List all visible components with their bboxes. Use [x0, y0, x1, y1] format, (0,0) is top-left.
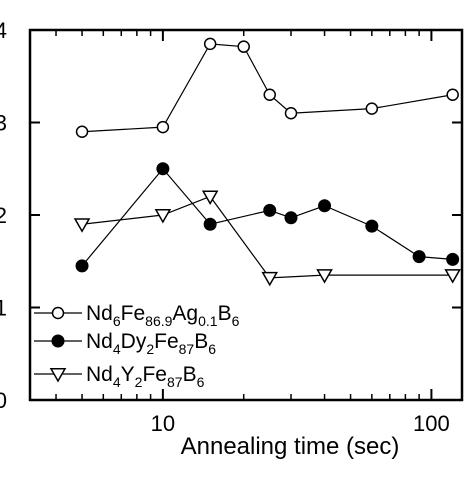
legend-label-2-part-0: Nd — [86, 363, 113, 386]
x-tick-label-0: 10 — [151, 411, 175, 436]
legend-marker-2 — [49, 368, 67, 383]
legend-label-0-part-7: 6 — [232, 313, 240, 329]
legend-item-1: Nd4Dy2Fe87B6 — [34, 330, 216, 357]
legend-label-1-part-3: 2 — [146, 341, 154, 357]
legend-label-1-part-5: 87 — [179, 341, 195, 357]
ticks-layer: 0 1 2 3 4 10 100 — [0, 18, 462, 436]
y-tick-label-4: 4 — [0, 18, 7, 43]
series-0-point-2 — [203, 37, 217, 51]
y-tick-label-2: 2 — [0, 203, 7, 228]
series-2-point-0 — [73, 218, 91, 233]
legend-label-2-part-3: 2 — [135, 374, 143, 390]
series-1-point-5 — [318, 199, 332, 213]
legend-label-2-part-1: 4 — [113, 374, 121, 390]
x-tick-label-1: 100 — [413, 411, 450, 436]
series-1-point-7 — [412, 250, 426, 264]
series-1-point-6 — [365, 219, 379, 233]
legend-label-0-part-1: 6 — [113, 313, 121, 329]
legend-marker-1 — [51, 334, 65, 348]
legend-label-2-part-7: 6 — [197, 374, 205, 390]
y-tick-label-0: 0 — [0, 388, 7, 413]
legend-label-1-part-2: Dy — [121, 330, 147, 353]
series-2-point-1 — [154, 209, 172, 224]
series-1 — [75, 162, 460, 273]
legend-label-2-part-2: Y — [121, 363, 135, 386]
legend-item-2: Nd4Y2Fe87B6 — [34, 363, 205, 390]
series-0-point-1 — [156, 120, 170, 134]
legend-label-0-part-0: Nd — [86, 302, 113, 325]
legend-marker-0 — [51, 306, 65, 320]
legend-label-2-part-6: B — [183, 363, 197, 386]
series-0-line — [82, 43, 453, 133]
legend-label-1-part-6: B — [194, 330, 208, 353]
series-layer — [73, 37, 461, 287]
series-0 — [75, 37, 459, 138]
y-tick-label-1: 1 — [0, 296, 7, 321]
legend-label-0-part-3: 86.9 — [145, 313, 172, 329]
series-0-point-6 — [365, 102, 379, 115]
series-2-point-5 — [444, 269, 461, 284]
series-1-point-2 — [203, 217, 217, 231]
x-axis-label: Annealing time (sec) — [181, 433, 400, 460]
legend-label-1-part-4: Fe — [154, 330, 179, 353]
legend-label-0-part-2: Fe — [121, 302, 146, 325]
series-0-point-0 — [75, 125, 89, 138]
series-2-point-2 — [201, 190, 219, 206]
series-0-point-7 — [446, 88, 459, 101]
series-0-point-4 — [263, 88, 276, 101]
series-2-line — [81, 195, 453, 279]
series-1-point-4 — [284, 211, 298, 225]
series-0-point-3 — [237, 40, 250, 53]
series-1-point-3 — [263, 203, 277, 217]
legend-label-1: Nd4Dy2Fe87B6 — [86, 330, 216, 357]
y-tick-label-3: 3 — [0, 111, 7, 136]
legend-item-0: Nd6Fe86.9Ag0.1B6 — [34, 302, 240, 329]
legend-label-2-part-4: Fe — [142, 363, 167, 386]
series-0-point-5 — [284, 107, 298, 120]
legend-label-2: Nd4Y2Fe87B6 — [86, 363, 205, 390]
series-2-point-4 — [316, 269, 333, 284]
legend-label-2-part-5: 87 — [167, 374, 183, 390]
legend-label-1-part-0: Nd — [86, 330, 113, 353]
series-1-point-0 — [75, 259, 89, 273]
series-2 — [73, 190, 461, 287]
series-1-point-8 — [446, 252, 460, 266]
series-2-point-3 — [261, 271, 279, 287]
series-1-point-1 — [156, 162, 170, 176]
legend-label-0-part-6: B — [218, 302, 232, 325]
legend-label-0: Nd6Fe86.9Ag0.1B6 — [86, 302, 240, 329]
legend-label-1-part-7: 6 — [208, 341, 216, 357]
legend-label-0-part-5: 0.1 — [198, 313, 218, 329]
legend-label-1-part-1: 4 — [113, 341, 121, 357]
legend-label-0-part-4: Ag — [172, 302, 198, 325]
